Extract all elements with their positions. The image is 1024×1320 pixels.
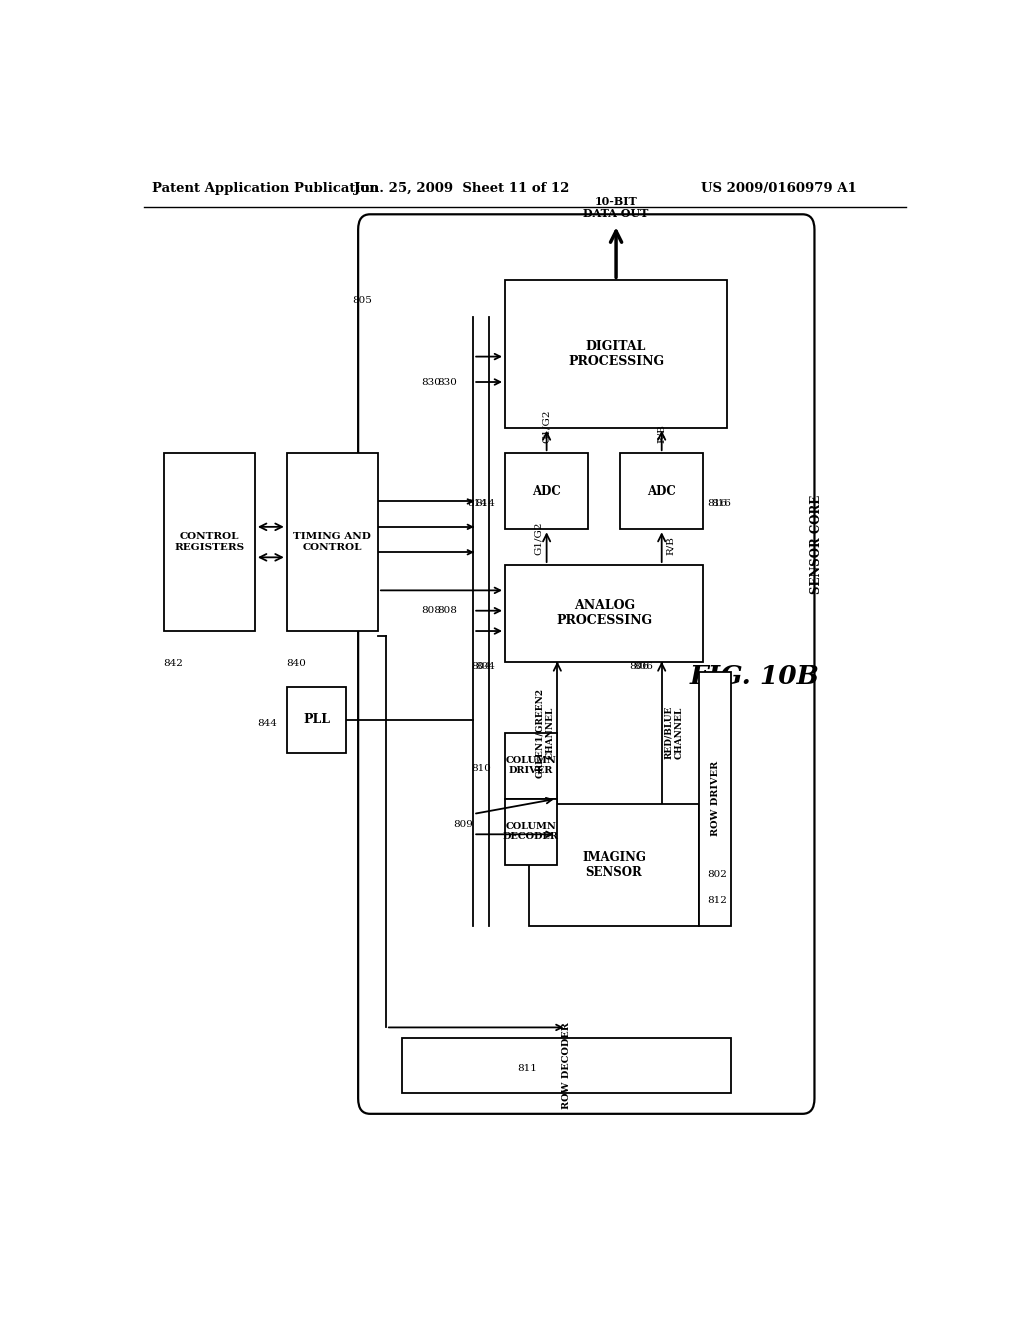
Text: ADC: ADC: [647, 484, 676, 498]
Text: 814: 814: [467, 499, 486, 508]
Text: 809: 809: [454, 820, 473, 829]
Text: COLUMN
DECODER: COLUMN DECODER: [503, 822, 559, 841]
Text: 844: 844: [257, 719, 278, 729]
Text: 804: 804: [475, 663, 495, 671]
Text: DIGITAL
PROCESSING: DIGITAL PROCESSING: [568, 341, 665, 368]
FancyBboxPatch shape: [505, 799, 557, 865]
Text: COLUMN
DRIVER: COLUMN DRIVER: [506, 756, 556, 775]
Text: ROW DRIVER: ROW DRIVER: [711, 762, 720, 837]
Text: R/B: R/B: [657, 424, 667, 444]
FancyBboxPatch shape: [505, 453, 588, 529]
Text: 810: 810: [471, 764, 490, 772]
Text: CONTROL
REGISTERS: CONTROL REGISTERS: [174, 532, 245, 552]
Text: ROW DECODER: ROW DECODER: [562, 1022, 571, 1109]
Text: US 2009/0160979 A1: US 2009/0160979 A1: [700, 182, 857, 195]
FancyBboxPatch shape: [401, 1038, 731, 1093]
Text: 806: 806: [630, 663, 649, 671]
FancyBboxPatch shape: [505, 280, 727, 428]
Text: IMAGING
SENSOR: IMAGING SENSOR: [582, 851, 646, 879]
Text: 808: 808: [422, 606, 441, 615]
Text: 816: 816: [712, 499, 731, 508]
Text: 808: 808: [437, 606, 458, 615]
Text: 842: 842: [164, 659, 183, 668]
Text: 805: 805: [352, 296, 373, 305]
Text: 840: 840: [287, 659, 306, 668]
Text: 814: 814: [475, 499, 495, 508]
Text: G1/G2: G1/G2: [534, 521, 543, 554]
Text: PLL: PLL: [303, 714, 330, 726]
Text: 816: 816: [708, 499, 727, 508]
FancyBboxPatch shape: [505, 733, 557, 799]
Text: 806: 806: [634, 663, 653, 671]
FancyBboxPatch shape: [505, 565, 703, 661]
Text: FIG. 10B: FIG. 10B: [690, 664, 820, 689]
Text: 804: 804: [471, 663, 490, 671]
Text: 811: 811: [517, 1064, 537, 1073]
FancyBboxPatch shape: [699, 672, 731, 925]
FancyBboxPatch shape: [287, 453, 378, 631]
Text: 812: 812: [708, 896, 727, 906]
FancyBboxPatch shape: [620, 453, 703, 529]
Text: ADC: ADC: [532, 484, 561, 498]
Text: SENSOR CORE: SENSOR CORE: [810, 495, 823, 594]
Text: G1/G2: G1/G2: [542, 409, 551, 444]
FancyBboxPatch shape: [528, 804, 699, 925]
Text: ANALOG
PROCESSING: ANALOG PROCESSING: [556, 599, 652, 627]
Text: 830: 830: [437, 378, 458, 387]
Text: Patent Application Publication: Patent Application Publication: [152, 182, 379, 195]
Text: TIMING AND
CONTROL: TIMING AND CONTROL: [294, 532, 372, 552]
FancyBboxPatch shape: [287, 686, 346, 752]
Text: 10-BIT
DATA OUT: 10-BIT DATA OUT: [584, 195, 649, 219]
Text: Jun. 25, 2009  Sheet 11 of 12: Jun. 25, 2009 Sheet 11 of 12: [353, 182, 569, 195]
Text: 830: 830: [422, 378, 441, 387]
FancyBboxPatch shape: [164, 453, 255, 631]
Text: 802: 802: [708, 870, 727, 879]
Text: RED/BLUE
CHANNEL: RED/BLUE CHANNEL: [665, 706, 683, 759]
Text: R/B: R/B: [666, 536, 675, 554]
Text: GREEN1/GREEN2
CHANNEL: GREEN1/GREEN2 CHANNEL: [536, 688, 555, 777]
